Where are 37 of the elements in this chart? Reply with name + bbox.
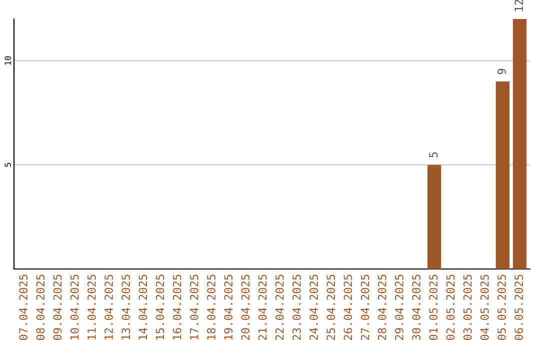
- x-tick-label: 15.04.2025: [156, 274, 164, 340]
- x-tick-label: 18.04.2025: [207, 274, 216, 340]
- x-tick-label: 13.04.2025: [122, 274, 130, 340]
- x-tick-label: 02.05.2025: [446, 274, 455, 340]
- x-tick-label: 23.04.2025: [292, 274, 301, 340]
- x-tick-label: 08.04.2025: [36, 274, 45, 340]
- x-tick-label: 22.04.2025: [275, 274, 284, 340]
- x-tick-label: 09.04.2025: [53, 274, 62, 340]
- x-tick-label: 27.04.2025: [360, 274, 370, 340]
- data-label: 9: [498, 68, 506, 74]
- x-tick-label: 11.04.2025: [87, 274, 96, 340]
- x-tick-label: 04.05.2025: [480, 274, 489, 340]
- x-tick-label: 14.04.2025: [138, 274, 148, 340]
- x-tick-label: 03.05.2025: [463, 274, 472, 340]
- x-tick-label: 05.05.2025: [498, 274, 506, 340]
- y-tick-label: 10: [4, 56, 11, 65]
- x-tick-label: 12.04.2025: [104, 274, 113, 340]
- x-tick-label: 30.04.2025: [412, 274, 420, 340]
- x-tick-label: 01.05.2025: [429, 274, 438, 340]
- data-label: 12: [514, 0, 523, 11]
- x-tick-label: 16.04.2025: [172, 274, 182, 340]
- bar: [427, 164, 442, 269]
- data-label: 5: [429, 152, 438, 158]
- x-tick-label: 29.04.2025: [394, 274, 404, 340]
- x-tick-label: 24.04.2025: [310, 274, 318, 340]
- bar: [512, 19, 527, 269]
- bar: [496, 82, 510, 269]
- x-tick-label: 19.04.2025: [224, 274, 233, 340]
- x-tick-label: 07.04.2025: [19, 274, 28, 340]
- x-tick-label: 10.04.2025: [70, 274, 79, 340]
- x-tick-label: 06.05.2025: [514, 274, 523, 340]
- x-tick-label: 21.04.2025: [258, 274, 267, 340]
- x-tick-label: 28.04.2025: [378, 274, 386, 340]
- x-tick-label: 20.04.2025: [241, 274, 250, 340]
- x-tick-label: 26.04.2025: [344, 274, 352, 340]
- x-tick-label: 25.04.2025: [326, 274, 336, 340]
- x-tick-label: 17.04.2025: [190, 274, 198, 340]
